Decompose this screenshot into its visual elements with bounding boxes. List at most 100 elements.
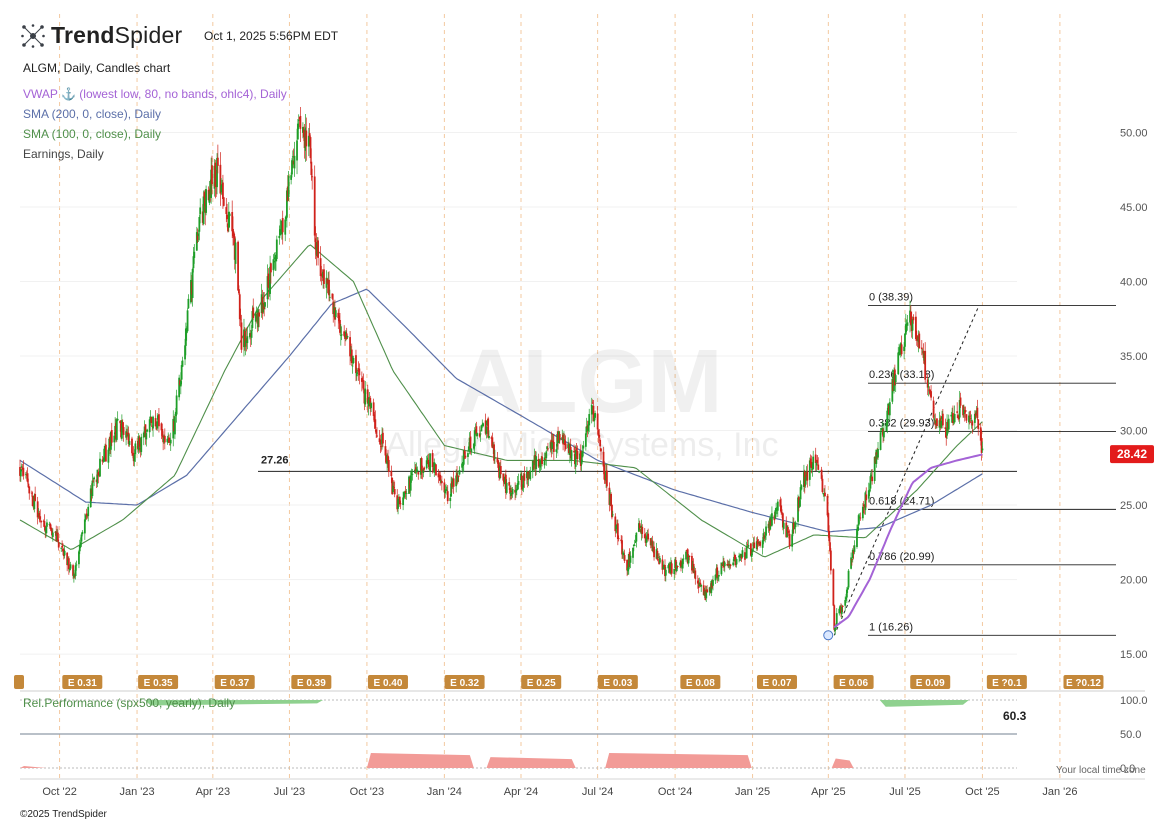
candle[interactable] — [814, 447, 817, 472]
candle[interactable] — [541, 452, 543, 467]
candle[interactable] — [759, 540, 762, 548]
candle[interactable] — [181, 356, 184, 368]
candle[interactable] — [267, 268, 270, 300]
legend-earnings[interactable]: Earnings, Daily — [23, 147, 104, 161]
candle[interactable] — [861, 503, 864, 521]
candle[interactable] — [439, 471, 442, 486]
candle[interactable] — [246, 326, 249, 350]
trendspider-logo[interactable]: TrendSpider — [20, 22, 182, 49]
candle[interactable] — [576, 445, 579, 466]
candle[interactable] — [374, 410, 377, 432]
candle[interactable] — [222, 197, 225, 207]
earnings-tag[interactable] — [833, 675, 874, 689]
candle[interactable] — [467, 449, 469, 465]
earnings-tag[interactable] — [680, 675, 721, 689]
candle[interactable] — [856, 524, 859, 536]
candle[interactable] — [145, 430, 148, 447]
candle[interactable] — [632, 547, 634, 565]
candle[interactable] — [926, 374, 929, 396]
candle[interactable] — [270, 262, 272, 284]
candle[interactable] — [50, 524, 53, 532]
candle[interactable] — [293, 141, 296, 177]
candle[interactable] — [675, 561, 678, 573]
candle[interactable] — [20, 463, 23, 472]
candle[interactable] — [529, 466, 532, 481]
legend-vwap[interactable]: VWAP ⚓ (lowest low, 80, no bands, ohlc4)… — [23, 87, 287, 101]
candle[interactable] — [254, 312, 257, 329]
candle[interactable] — [909, 305, 912, 326]
candle[interactable] — [692, 558, 695, 574]
candle[interactable] — [680, 557, 682, 572]
candle[interactable] — [28, 485, 31, 500]
vwap-path[interactable] — [833, 453, 983, 629]
candle[interactable] — [629, 551, 632, 569]
candle[interactable] — [850, 552, 852, 570]
candle[interactable] — [659, 555, 661, 564]
candle[interactable] — [61, 540, 64, 548]
candle[interactable] — [175, 389, 178, 423]
candle[interactable] — [958, 390, 961, 424]
candle[interactable] — [422, 468, 425, 478]
candle[interactable] — [60, 547, 63, 552]
candle[interactable] — [273, 252, 276, 269]
candle[interactable] — [158, 407, 160, 433]
vwap-anchor-icon[interactable] — [823, 630, 834, 641]
candle[interactable] — [545, 450, 548, 466]
candle[interactable] — [113, 432, 116, 451]
candle[interactable] — [116, 411, 119, 422]
candle[interactable] — [617, 535, 620, 542]
candle[interactable] — [712, 575, 714, 591]
candle[interactable] — [376, 427, 378, 438]
candle[interactable] — [39, 509, 42, 522]
candle[interactable] — [883, 422, 885, 442]
candle[interactable] — [36, 496, 39, 525]
candle[interactable] — [670, 560, 673, 577]
candle[interactable] — [717, 570, 720, 582]
candle[interactable] — [590, 397, 593, 424]
candle[interactable] — [780, 498, 783, 515]
candle[interactable] — [405, 488, 408, 500]
candle[interactable] — [291, 158, 293, 178]
candle[interactable] — [375, 429, 378, 439]
candle[interactable] — [458, 466, 461, 476]
candle[interactable] — [871, 468, 874, 485]
candle[interactable] — [487, 416, 490, 439]
earnings-tag[interactable] — [291, 675, 332, 689]
candle[interactable] — [168, 434, 170, 443]
candle[interactable] — [238, 292, 241, 327]
candle[interactable] — [798, 498, 801, 509]
sma100-path[interactable] — [19, 244, 983, 558]
candle[interactable] — [900, 335, 903, 357]
candle[interactable] — [558, 431, 561, 444]
candle[interactable] — [279, 218, 282, 237]
candle[interactable] — [765, 521, 767, 540]
candle[interactable] — [339, 312, 341, 335]
candle[interactable] — [818, 470, 820, 474]
candle[interactable] — [959, 392, 962, 409]
candle[interactable] — [75, 560, 78, 571]
candle[interactable] — [444, 485, 447, 498]
candle[interactable] — [326, 278, 329, 294]
candle[interactable] — [352, 355, 355, 365]
candle[interactable] — [915, 311, 917, 341]
candle[interactable] — [810, 455, 813, 474]
candle[interactable] — [865, 487, 868, 508]
candle[interactable] — [85, 508, 88, 520]
candle[interactable] — [564, 435, 567, 451]
candle[interactable] — [290, 172, 293, 185]
candle[interactable] — [404, 486, 407, 500]
candle[interactable] — [81, 530, 84, 537]
candle[interactable] — [912, 314, 915, 324]
candle[interactable] — [19, 468, 22, 483]
candle[interactable] — [269, 255, 271, 301]
candle[interactable] — [906, 315, 909, 331]
candle[interactable] — [738, 552, 740, 563]
candle[interactable] — [51, 528, 54, 542]
candle[interactable] — [535, 451, 538, 476]
candle[interactable] — [456, 471, 459, 484]
candle[interactable] — [433, 458, 436, 477]
candle[interactable] — [216, 144, 219, 174]
candle[interactable] — [257, 306, 260, 332]
candle[interactable] — [115, 418, 118, 442]
